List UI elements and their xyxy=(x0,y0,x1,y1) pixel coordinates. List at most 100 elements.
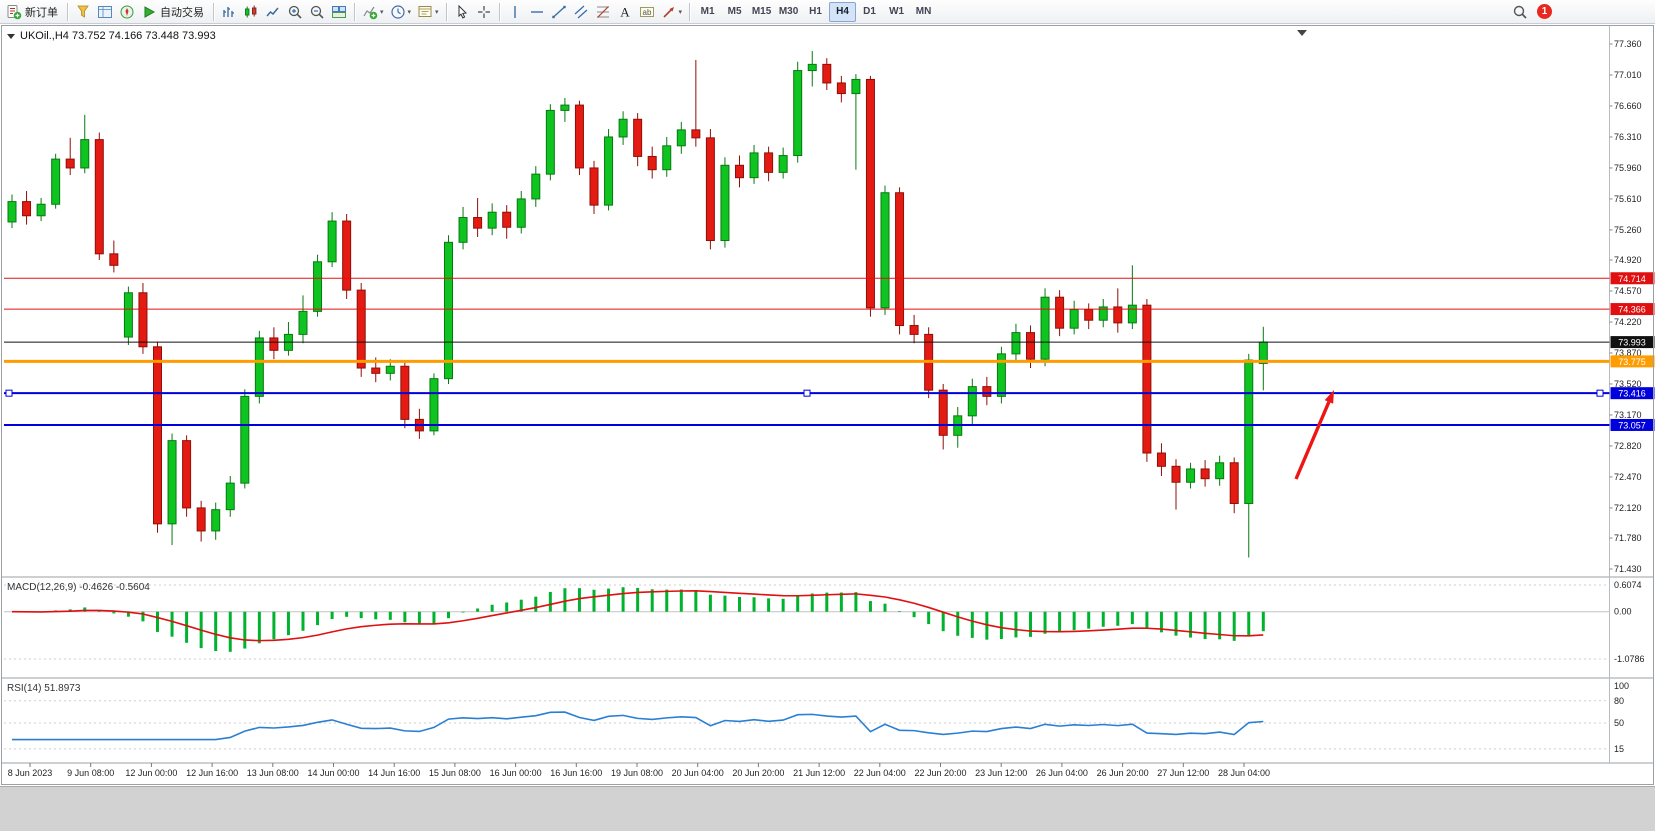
candle xyxy=(909,325,919,335)
candle xyxy=(225,482,235,511)
candle xyxy=(851,78,861,95)
auto-trading-button[interactable]: 自动交易 xyxy=(138,1,209,23)
tile-windows-button[interactable] xyxy=(328,1,350,23)
trendline-tool-button[interactable] xyxy=(548,1,570,23)
trendline-icon xyxy=(551,4,567,20)
periods-button[interactable]: ▾ xyxy=(387,1,415,23)
line-chart-mode-button[interactable] xyxy=(262,1,284,23)
signal-arrow-head[interactable] xyxy=(1324,390,1334,404)
text-icon: A xyxy=(617,4,633,20)
candles-layer xyxy=(7,51,1268,558)
candle xyxy=(1084,309,1094,321)
candle xyxy=(1055,296,1065,329)
candle xyxy=(647,155,657,171)
chart-canvas[interactable]: 77.360 77.010 76.660 76.310 75.960 75.610 75.2… xyxy=(0,24,1655,786)
new-order-icon xyxy=(6,4,22,20)
price-tag xyxy=(1610,387,1655,400)
templates-button[interactable]: ▾ xyxy=(414,1,442,23)
new-order-button[interactable]: 新订单 xyxy=(3,1,63,23)
candle xyxy=(473,217,483,229)
candle xyxy=(458,217,468,243)
fibonacci-tool-button[interactable] xyxy=(592,1,614,23)
candle xyxy=(342,220,352,291)
timeframe-m30-button[interactable]: M30 xyxy=(778,6,799,17)
search-button[interactable] xyxy=(1509,1,1531,23)
price-axis-label: 71.780 xyxy=(1614,533,1642,543)
timeframe-m15-button[interactable]: M15 xyxy=(751,6,772,17)
candle xyxy=(254,337,264,397)
arrows-tool-button[interactable]: ▾ xyxy=(658,1,686,23)
zoom-in-button[interactable] xyxy=(284,1,306,23)
candlestick-mode-button[interactable] xyxy=(240,1,262,23)
zoom-out-button[interactable] xyxy=(306,1,328,23)
signal-arrow-line[interactable] xyxy=(1294,401,1331,480)
timeframe-w1-button[interactable]: W1 xyxy=(889,6,905,17)
candle xyxy=(487,211,497,229)
vline-icon xyxy=(507,4,523,20)
candle xyxy=(1026,332,1035,360)
data-window-button[interactable] xyxy=(94,1,116,23)
price-axis-label: 74.920 xyxy=(1614,255,1642,265)
hline-handle[interactable] xyxy=(5,389,13,397)
candle-chart-icon xyxy=(243,4,259,20)
candle xyxy=(880,192,890,309)
time-axis-label: 12 Jun 16:00 xyxy=(186,768,238,778)
market-watch-button[interactable] xyxy=(72,1,94,23)
candle xyxy=(574,104,584,169)
time-axis-label: 16 Jun 16:00 xyxy=(550,768,602,778)
candle xyxy=(560,104,570,111)
candle xyxy=(1186,468,1196,483)
price-tag-label: 73.057 xyxy=(1618,420,1646,430)
price-tag-label: 73.993 xyxy=(1618,338,1646,348)
caret-down-icon[interactable]: ▾ xyxy=(380,8,384,16)
indicators-button[interactable]: ▾ xyxy=(359,1,387,23)
horizontal-line-tool-button[interactable] xyxy=(526,1,548,23)
toolbar-right-group: 1 xyxy=(1509,1,1652,23)
timeframe-h4-button[interactable]: H4 xyxy=(829,1,857,22)
candle xyxy=(938,389,948,436)
indicators-icon xyxy=(362,4,378,20)
price-axis-label: 75.610 xyxy=(1614,194,1642,204)
notification-badge[interactable]: 1 xyxy=(1537,4,1552,19)
vertical-line-tool-button[interactable] xyxy=(504,1,526,23)
macd-axis-label: 0.00 xyxy=(1614,607,1632,617)
navigator-icon xyxy=(119,4,135,20)
data-window-icon xyxy=(97,4,113,20)
collapse-triangle-icon[interactable] xyxy=(7,34,15,39)
text-label-tool-button[interactable]: ab xyxy=(636,1,658,23)
cursor-icon xyxy=(454,4,470,20)
candle xyxy=(80,139,90,169)
hline-handle[interactable] xyxy=(1596,389,1604,397)
cursor-button[interactable] xyxy=(451,1,473,23)
timeframe-mn-button[interactable]: MN xyxy=(915,6,932,17)
candle xyxy=(371,367,381,374)
timeframe-m5-button[interactable]: M5 xyxy=(727,6,742,17)
bar-chart-mode-button[interactable] xyxy=(218,1,240,23)
crosshair-button[interactable] xyxy=(473,1,495,23)
candle xyxy=(1244,359,1254,504)
text-tool-button[interactable]: A xyxy=(614,1,636,23)
price-axis-label: 77.360 xyxy=(1614,39,1642,49)
navigator-button[interactable] xyxy=(116,1,138,23)
candle xyxy=(1215,462,1225,480)
caret-down-icon[interactable]: ▾ xyxy=(678,8,683,16)
hline-handle[interactable] xyxy=(803,389,811,397)
price-axis-label: 72.120 xyxy=(1614,503,1642,513)
caret-down-icon[interactable]: ▾ xyxy=(435,8,439,16)
timeframe-m1-button[interactable]: M1 xyxy=(700,6,715,17)
timeframe-h1-button[interactable]: H1 xyxy=(809,6,822,17)
time-axis-label: 12 Jun 00:00 xyxy=(125,768,177,778)
chart-shift-marker[interactable] xyxy=(1297,30,1307,36)
candle xyxy=(269,337,279,351)
caret-down-icon[interactable]: ▾ xyxy=(407,8,412,16)
candle xyxy=(298,310,308,335)
price-tag-label: 73.775 xyxy=(1618,357,1646,367)
timeframe-d1-button[interactable]: D1 xyxy=(863,6,876,17)
candle xyxy=(676,129,686,147)
candle xyxy=(589,167,599,206)
time-axis-label: 16 Jun 00:00 xyxy=(490,768,542,778)
candle xyxy=(385,365,395,374)
channel-tool-button[interactable] xyxy=(570,1,592,23)
candle xyxy=(313,261,323,312)
